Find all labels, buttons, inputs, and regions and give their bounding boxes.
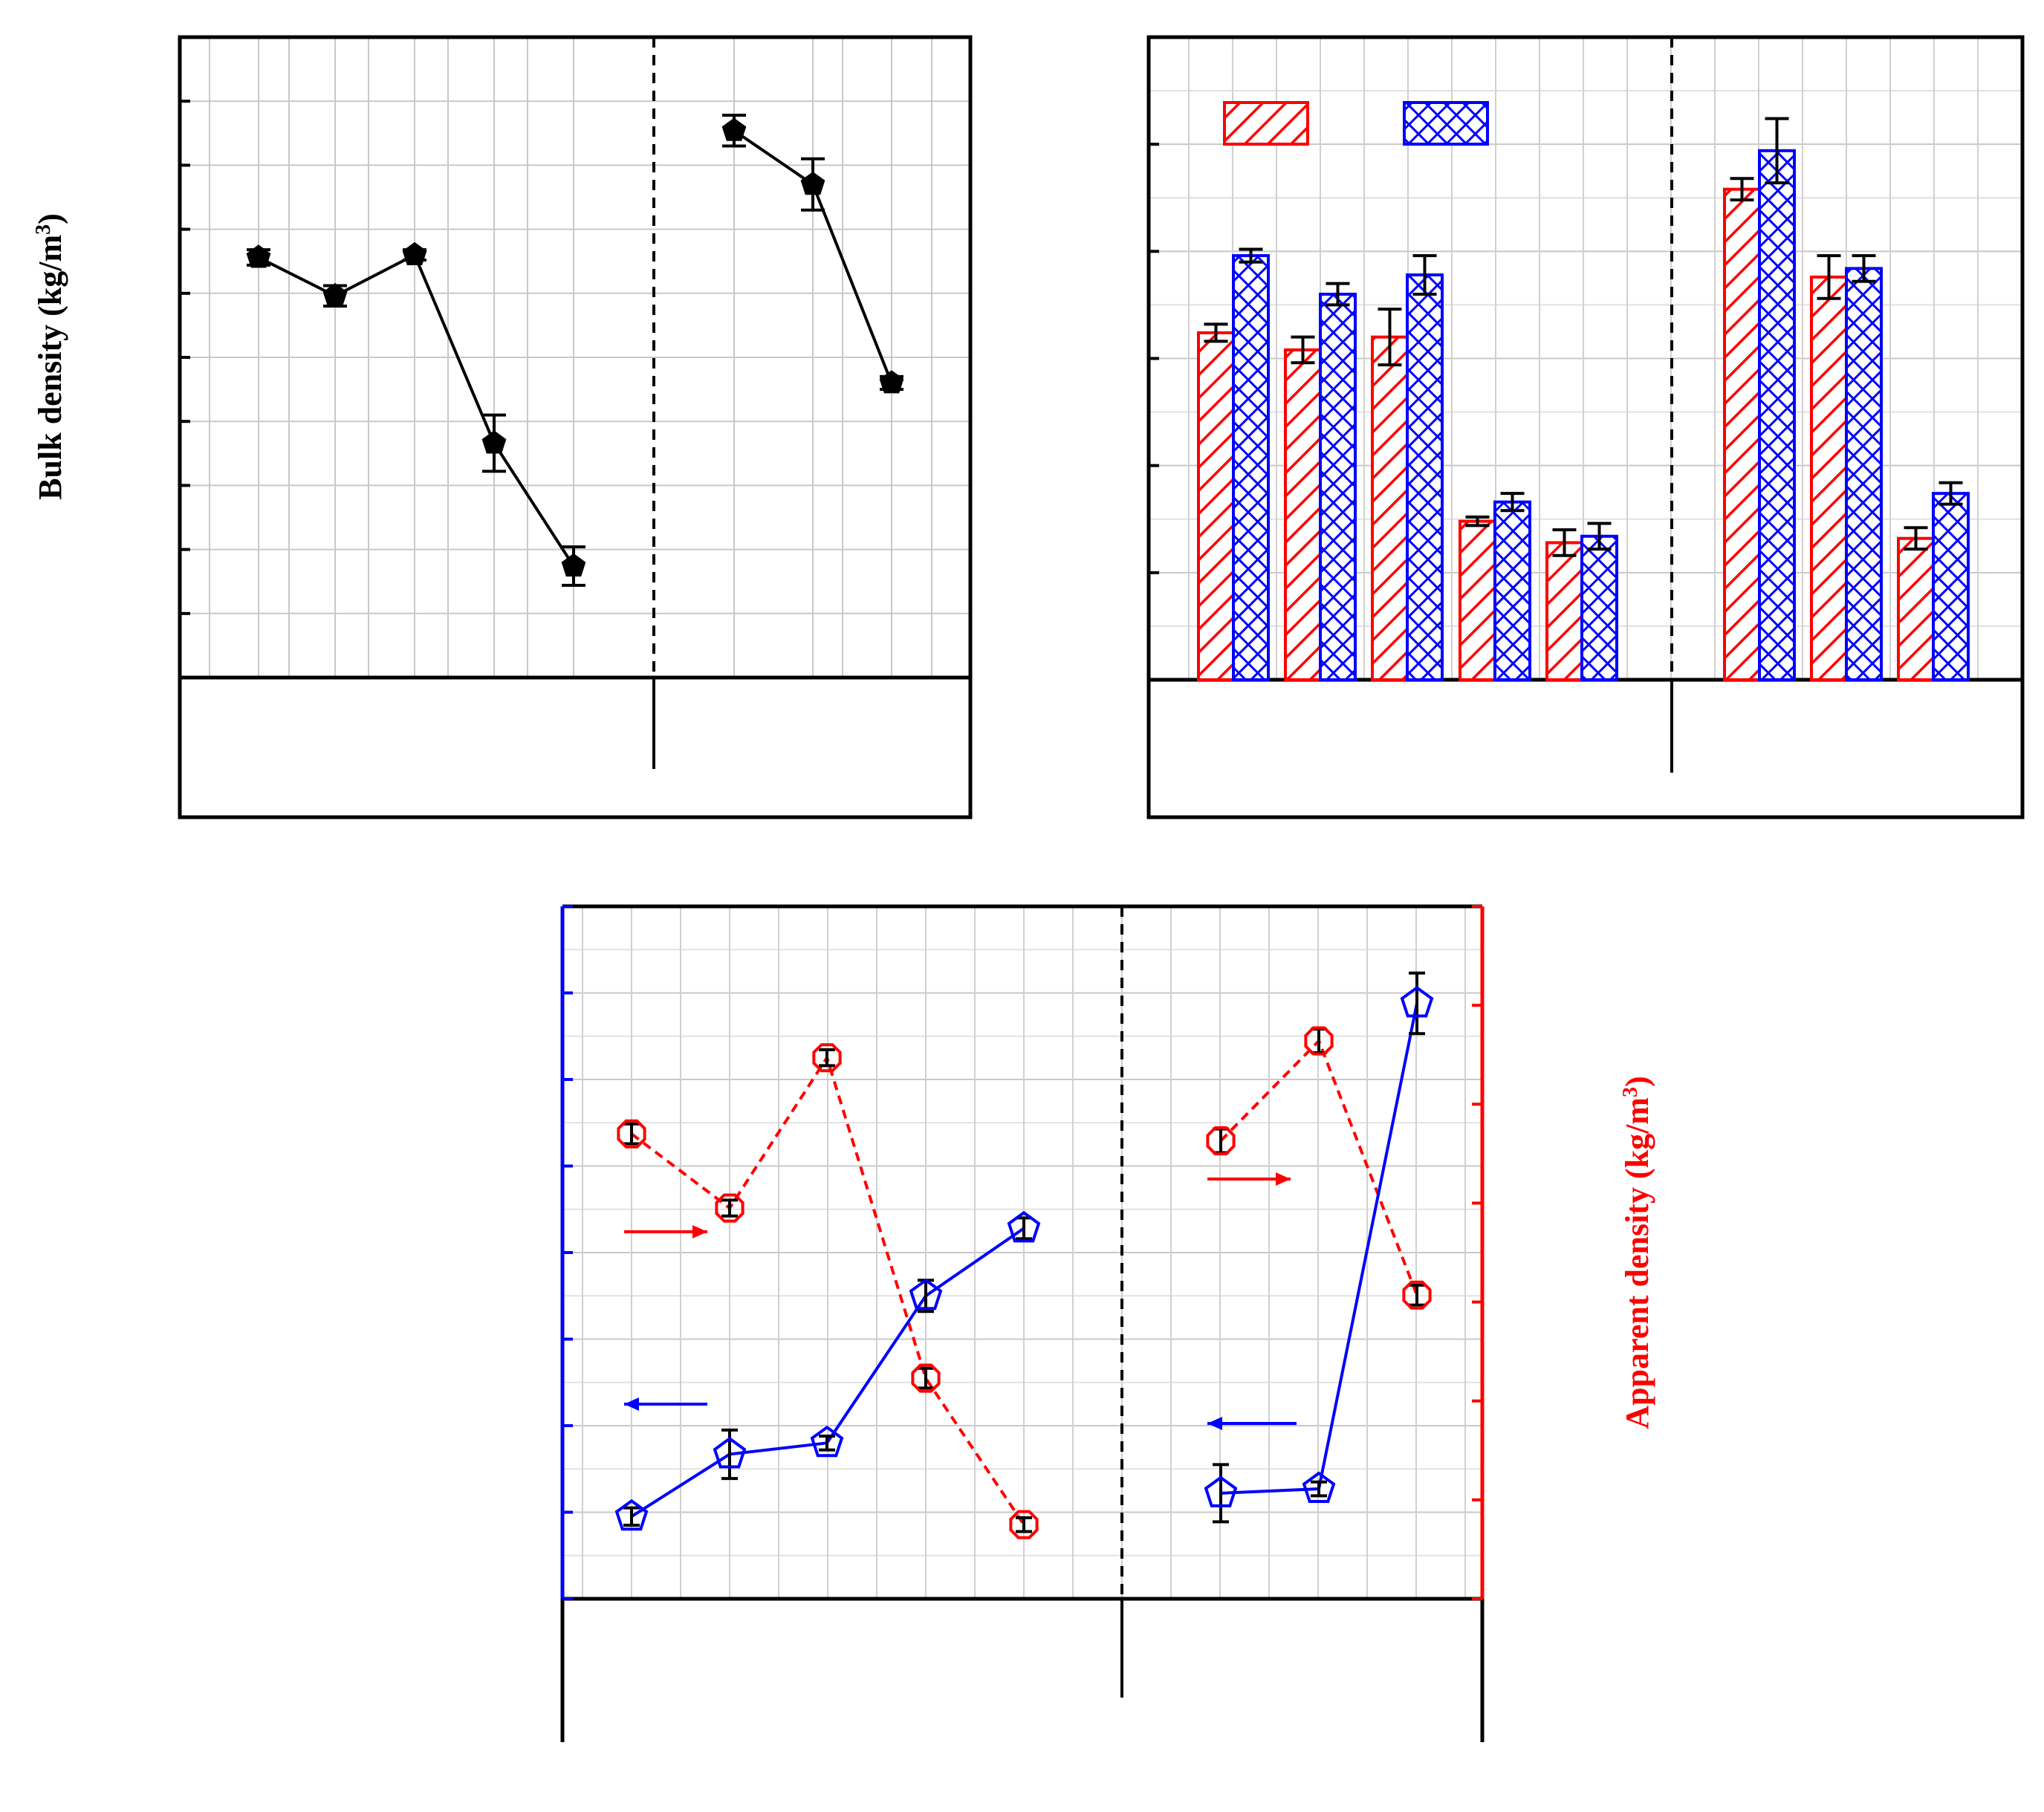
panel-c: Apparent density (kg/m3): [560, 904, 1656, 1742]
bar-3d: [1545, 541, 1583, 682]
panel-a: Bulk density (kg/m3): [32, 35, 973, 819]
data-point: [322, 282, 348, 307]
data-point-water-absorption: [1007, 1210, 1041, 1243]
data-point-water-absorption: [614, 1498, 649, 1531]
bar-28d: [1406, 273, 1444, 681]
y-axis-title-sup: 3: [32, 224, 55, 235]
data-point-apparent-density: [911, 1363, 941, 1393]
y-right-axis-title-text: Apparent density (kg/m: [1619, 1097, 1655, 1429]
arrow-left-absorption-head: [1207, 1417, 1222, 1430]
legend-swatch-28d: [1403, 101, 1489, 146]
panel-b: [1146, 35, 2025, 819]
data-point: [721, 117, 747, 141]
series-line: [258, 253, 575, 568]
data-point-apparent-density: [1304, 1026, 1334, 1056]
y-axis-title: Bulk density (kg/m3): [32, 213, 69, 500]
y-axis-title-text: Bulk density (kg/m: [32, 235, 68, 500]
data-point: [800, 172, 825, 195]
data-point-water-absorption: [810, 1425, 844, 1458]
bar-3d: [1723, 187, 1761, 681]
bar-3d: [1284, 348, 1322, 681]
bar-28d: [1493, 500, 1531, 682]
data-point: [561, 553, 586, 577]
data-point-apparent-density: [1206, 1126, 1236, 1156]
data-point-water-absorption: [1400, 986, 1434, 1018]
y-right-axis-title-close: ): [1619, 1076, 1655, 1087]
bar-28d: [1932, 492, 1970, 682]
data-point: [879, 370, 904, 394]
data-point-apparent-density: [1402, 1280, 1432, 1310]
data-point: [481, 430, 507, 454]
data-point-apparent-density: [617, 1119, 646, 1149]
bar-28d: [1232, 254, 1270, 682]
bar-3d: [1197, 331, 1235, 681]
data-point-water-absorption: [1204, 1475, 1238, 1507]
data-point-water-absorption: [713, 1436, 747, 1469]
data-point-water-absorption: [1302, 1471, 1336, 1503]
y-right-axis-title-sup: 3: [1619, 1087, 1642, 1097]
plot-frame: [178, 35, 973, 819]
arrow-right-density-head: [1276, 1172, 1291, 1186]
bar-3d: [1459, 519, 1496, 682]
data-point-water-absorption: [909, 1278, 943, 1311]
y-axis-title-close: ): [32, 213, 68, 224]
bar-28d: [1845, 267, 1883, 681]
plot-frame: [1146, 35, 2025, 819]
bar-3d: [1371, 335, 1409, 681]
bar-3d: [1897, 536, 1935, 682]
data-point-apparent-density: [812, 1043, 842, 1073]
data-point-apparent-density: [1009, 1510, 1039, 1539]
y-right-axis-title: Apparent density (kg/m3): [1619, 1076, 1656, 1429]
bar-28d: [1758, 149, 1796, 682]
legend-swatch-3d: [1223, 101, 1309, 146]
data-point: [402, 241, 427, 265]
data-point: [246, 244, 271, 268]
arrow-left-absorption-head: [624, 1397, 639, 1411]
bar-28d: [1580, 534, 1618, 681]
arrow-right-density-head: [692, 1225, 707, 1238]
bar-28d: [1319, 293, 1357, 681]
data-point-apparent-density: [715, 1193, 744, 1223]
bar-3d: [1810, 275, 1848, 681]
